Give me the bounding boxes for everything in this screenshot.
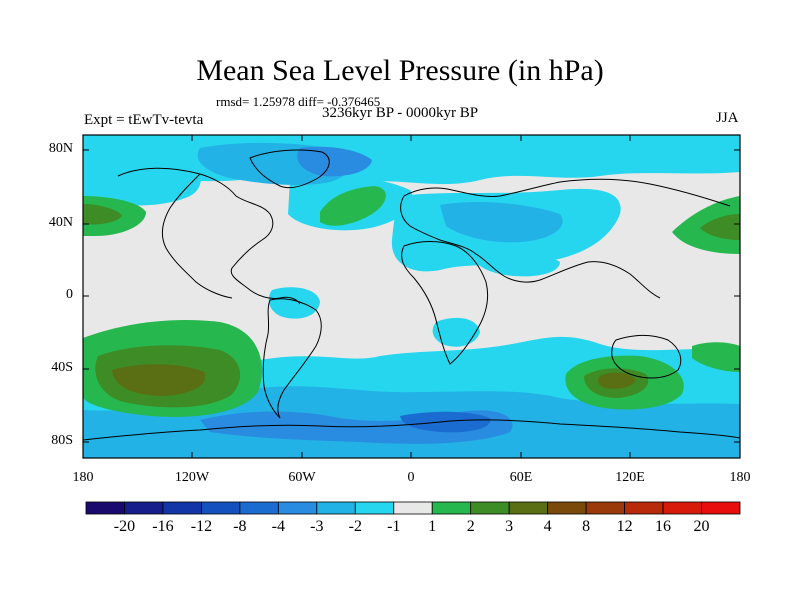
colorbar-label: -4 <box>271 518 285 535</box>
australia-east-high <box>692 342 740 372</box>
colorbar-box <box>393 501 433 515</box>
coast-europe-asia <box>400 178 731 299</box>
colorbar-label: 20 <box>693 518 710 535</box>
colorbar-box <box>431 501 472 515</box>
lon-label-0: 0 <box>407 470 415 485</box>
indian-negative <box>470 248 560 277</box>
colorbar-label: 12 <box>616 518 633 535</box>
colorbar-label: 16 <box>655 518 672 535</box>
colorbar-label: -8 <box>233 518 247 535</box>
colorbar-box <box>201 501 241 515</box>
colorbar-label: -16 <box>152 518 174 535</box>
colorbar-box <box>508 501 549 515</box>
pressure-field <box>83 135 740 458</box>
lon-label-60w: 60W <box>288 470 316 485</box>
coast-greenland <box>249 149 330 189</box>
lat-label-0: 0 <box>66 287 73 302</box>
colorbar-box <box>701 501 741 515</box>
tropical-atlantic-negative <box>268 287 320 319</box>
colorbar-label: -2 <box>348 518 362 535</box>
colorbar-box <box>624 501 664 515</box>
north-pacific-high-east-core <box>700 214 740 240</box>
colorbar-box <box>470 501 510 515</box>
southern-ocean-negative4 <box>400 411 491 433</box>
coast-antarctica <box>83 419 740 441</box>
indian-ocean-negative <box>432 317 480 347</box>
colorbar-box <box>354 501 395 515</box>
colorbar-label: -12 <box>190 518 213 535</box>
experiment-label: Expt = tEwTv-tevta <box>84 112 204 128</box>
lat-label-80n: 80N <box>48 141 73 156</box>
lon-label-120e: 120E <box>615 470 645 485</box>
lon-label-120w: 120W <box>174 470 210 485</box>
colorbar-box <box>585 501 625 515</box>
europe-negative2 <box>440 201 563 243</box>
colorbar-label: 3 <box>505 518 514 535</box>
colorbar-box <box>124 501 164 515</box>
coast-north-america <box>117 167 301 305</box>
north-pacific-negative <box>83 150 201 206</box>
colorbar-label: 1 <box>428 518 437 535</box>
colorbar-label: 2 <box>466 518 475 535</box>
coast-australia <box>611 335 682 379</box>
colorbar-label: -20 <box>113 518 136 535</box>
period-label: 3236kyr BP - 0000kyr BP <box>322 105 479 121</box>
greenland-core <box>297 146 372 177</box>
colorbar-box <box>162 501 202 515</box>
colorbar-box <box>277 501 318 515</box>
lat-label-80s: 80S <box>51 433 73 448</box>
colorbar-box <box>662 501 702 515</box>
stats-line: rmsd= 1.25978 diff= -0.376465 <box>216 94 381 109</box>
colorbar-box <box>85 501 125 515</box>
map-title: Mean Sea Level Pressure (in hPa) <box>196 54 604 87</box>
colorbar <box>85 501 741 515</box>
lat-label-40s: 40S <box>51 360 73 375</box>
axis-ticks <box>83 135 740 458</box>
coastlines <box>83 149 740 441</box>
colorbar-label: 4 <box>543 518 552 535</box>
north-pacific-high-west-core <box>83 204 122 225</box>
colorbar-label: 8 <box>582 518 591 535</box>
south-pacific-high-centre <box>112 364 206 396</box>
season-label: JJA <box>716 110 739 126</box>
lon-label-180w: 180 <box>72 470 94 485</box>
coast-south-america <box>262 298 322 419</box>
colorbar-label: -3 <box>310 518 324 535</box>
south-indian-high-centre <box>598 372 636 389</box>
lon-label-180e: 180 <box>729 470 751 485</box>
colorbar-box <box>547 501 587 515</box>
colorbar-box <box>239 501 279 515</box>
coast-africa <box>401 241 489 365</box>
colorbar-label: -1 <box>387 518 401 535</box>
lon-label-60e: 60E <box>509 470 533 485</box>
colorbar-box <box>316 501 356 515</box>
north-atlantic-high <box>320 186 386 226</box>
lat-label-40n: 40N <box>48 215 73 230</box>
